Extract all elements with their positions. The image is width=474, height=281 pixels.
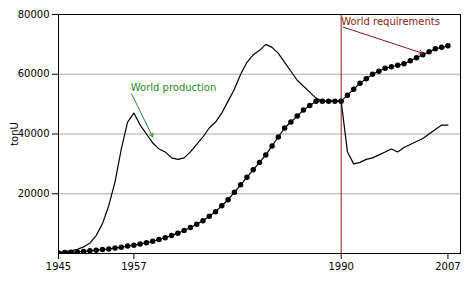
svg-text:World requirements: World requirements	[341, 16, 440, 27]
svg-text:1957: 1957	[121, 261, 146, 272]
svg-text:80000: 80000	[18, 9, 50, 20]
svg-text:60000: 60000	[18, 68, 50, 79]
svg-text:1945: 1945	[46, 261, 71, 272]
svg-text:1990: 1990	[328, 261, 353, 272]
svg-text:2007: 2007	[435, 261, 460, 272]
svg-text:40000: 40000	[18, 128, 50, 139]
svg-text:20000: 20000	[18, 188, 50, 199]
svg-text:tonU: tonU	[9, 122, 20, 146]
svg-text:World production: World production	[131, 82, 217, 93]
